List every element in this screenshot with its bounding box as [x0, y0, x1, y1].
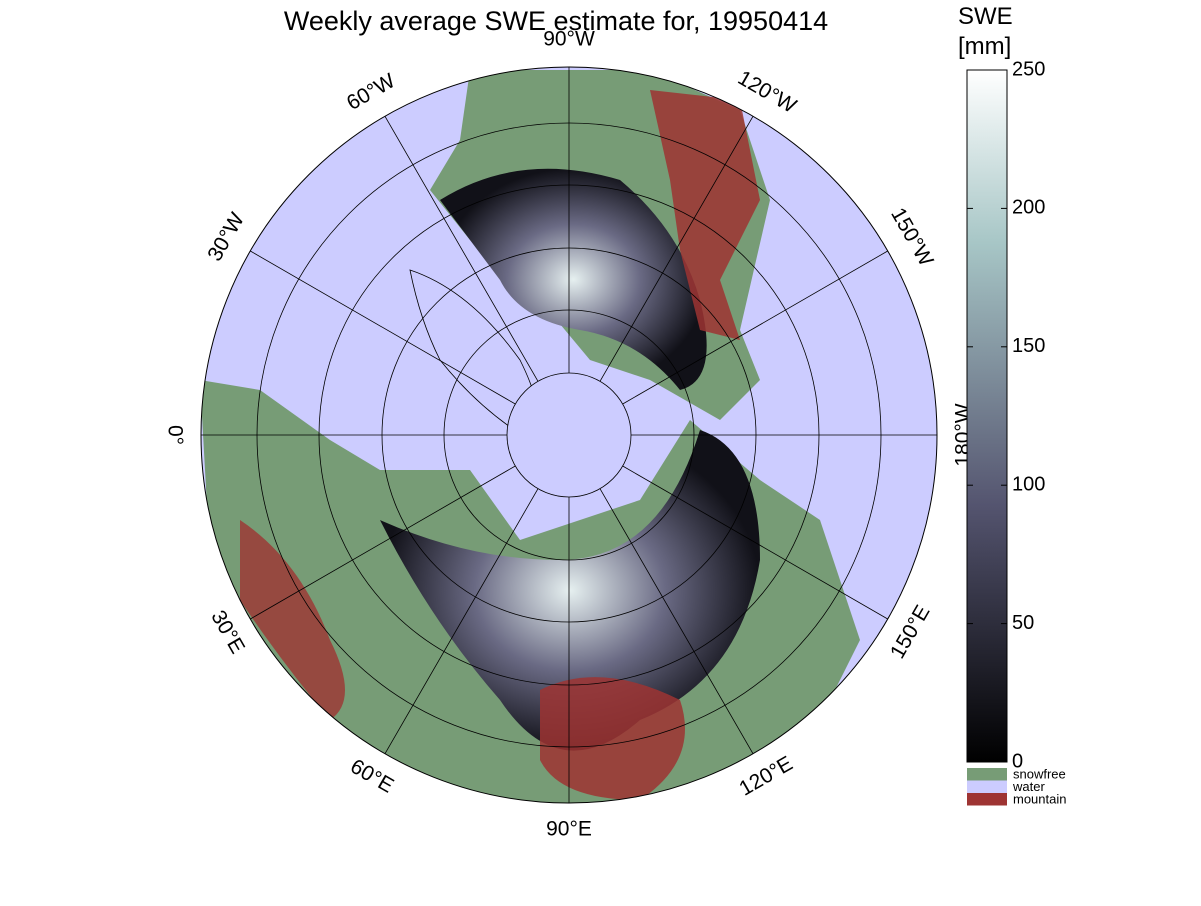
colorbar-tick-label: 50 — [1012, 612, 1034, 634]
longitude-label: 90°W — [543, 28, 595, 51]
longitude-label: 120°W — [734, 66, 800, 118]
eurasia-snow — [380, 430, 760, 751]
longitude-label: 60°W — [343, 69, 399, 115]
meridian — [622, 250, 888, 405]
colorbar-tick-label: 0 — [1012, 750, 1023, 772]
colorbar-label: SWE — [958, 3, 1013, 30]
colorbar-axis: 0 50 100 150 200 250 — [967, 58, 1045, 772]
longitude-label: 150°E — [886, 601, 935, 662]
mountain-europe — [240, 520, 345, 720]
mountain-asia — [540, 677, 685, 800]
longitude-label: 150°W — [886, 204, 938, 270]
meridian — [599, 488, 754, 754]
longitude-label: 30°W — [203, 209, 249, 265]
meridian — [384, 488, 539, 754]
colorbar-tick-label: 200 — [1012, 197, 1045, 219]
meridian — [622, 465, 888, 620]
title: Weekly average SWE estimate for, 1995041… — [284, 6, 828, 36]
meridian — [250, 465, 516, 620]
meridian — [250, 250, 516, 405]
legend-swatch — [967, 793, 1007, 806]
longitude-label: 30°E — [206, 606, 249, 657]
colorbar-tick-label: 150 — [1012, 335, 1045, 357]
longitude-label: 60°E — [346, 755, 397, 798]
colorbar-label: [mm] — [958, 33, 1011, 60]
meridian — [384, 116, 539, 382]
colorbar-tick-label: 100 — [1012, 473, 1045, 495]
legend-swatch — [967, 768, 1007, 781]
polar-hole — [507, 373, 631, 497]
legend-label: water — [1012, 779, 1045, 794]
longitude-label: 120°E — [735, 752, 796, 801]
meridian — [599, 116, 754, 382]
legend-label: snowfree — [1013, 766, 1066, 781]
colorbar — [966, 69, 1008, 763]
north-america-snow — [440, 168, 707, 390]
graticule — [201, 67, 937, 803]
legend-swatch — [967, 780, 1007, 793]
map-border — [200, 66, 938, 804]
colorbar-tick-label: 250 — [1012, 58, 1045, 80]
longitude-label: 90°E — [546, 818, 592, 841]
map — [201, 67, 937, 803]
longitude-label: 0° — [163, 425, 186, 445]
legend-label: mountain — [1013, 791, 1066, 806]
